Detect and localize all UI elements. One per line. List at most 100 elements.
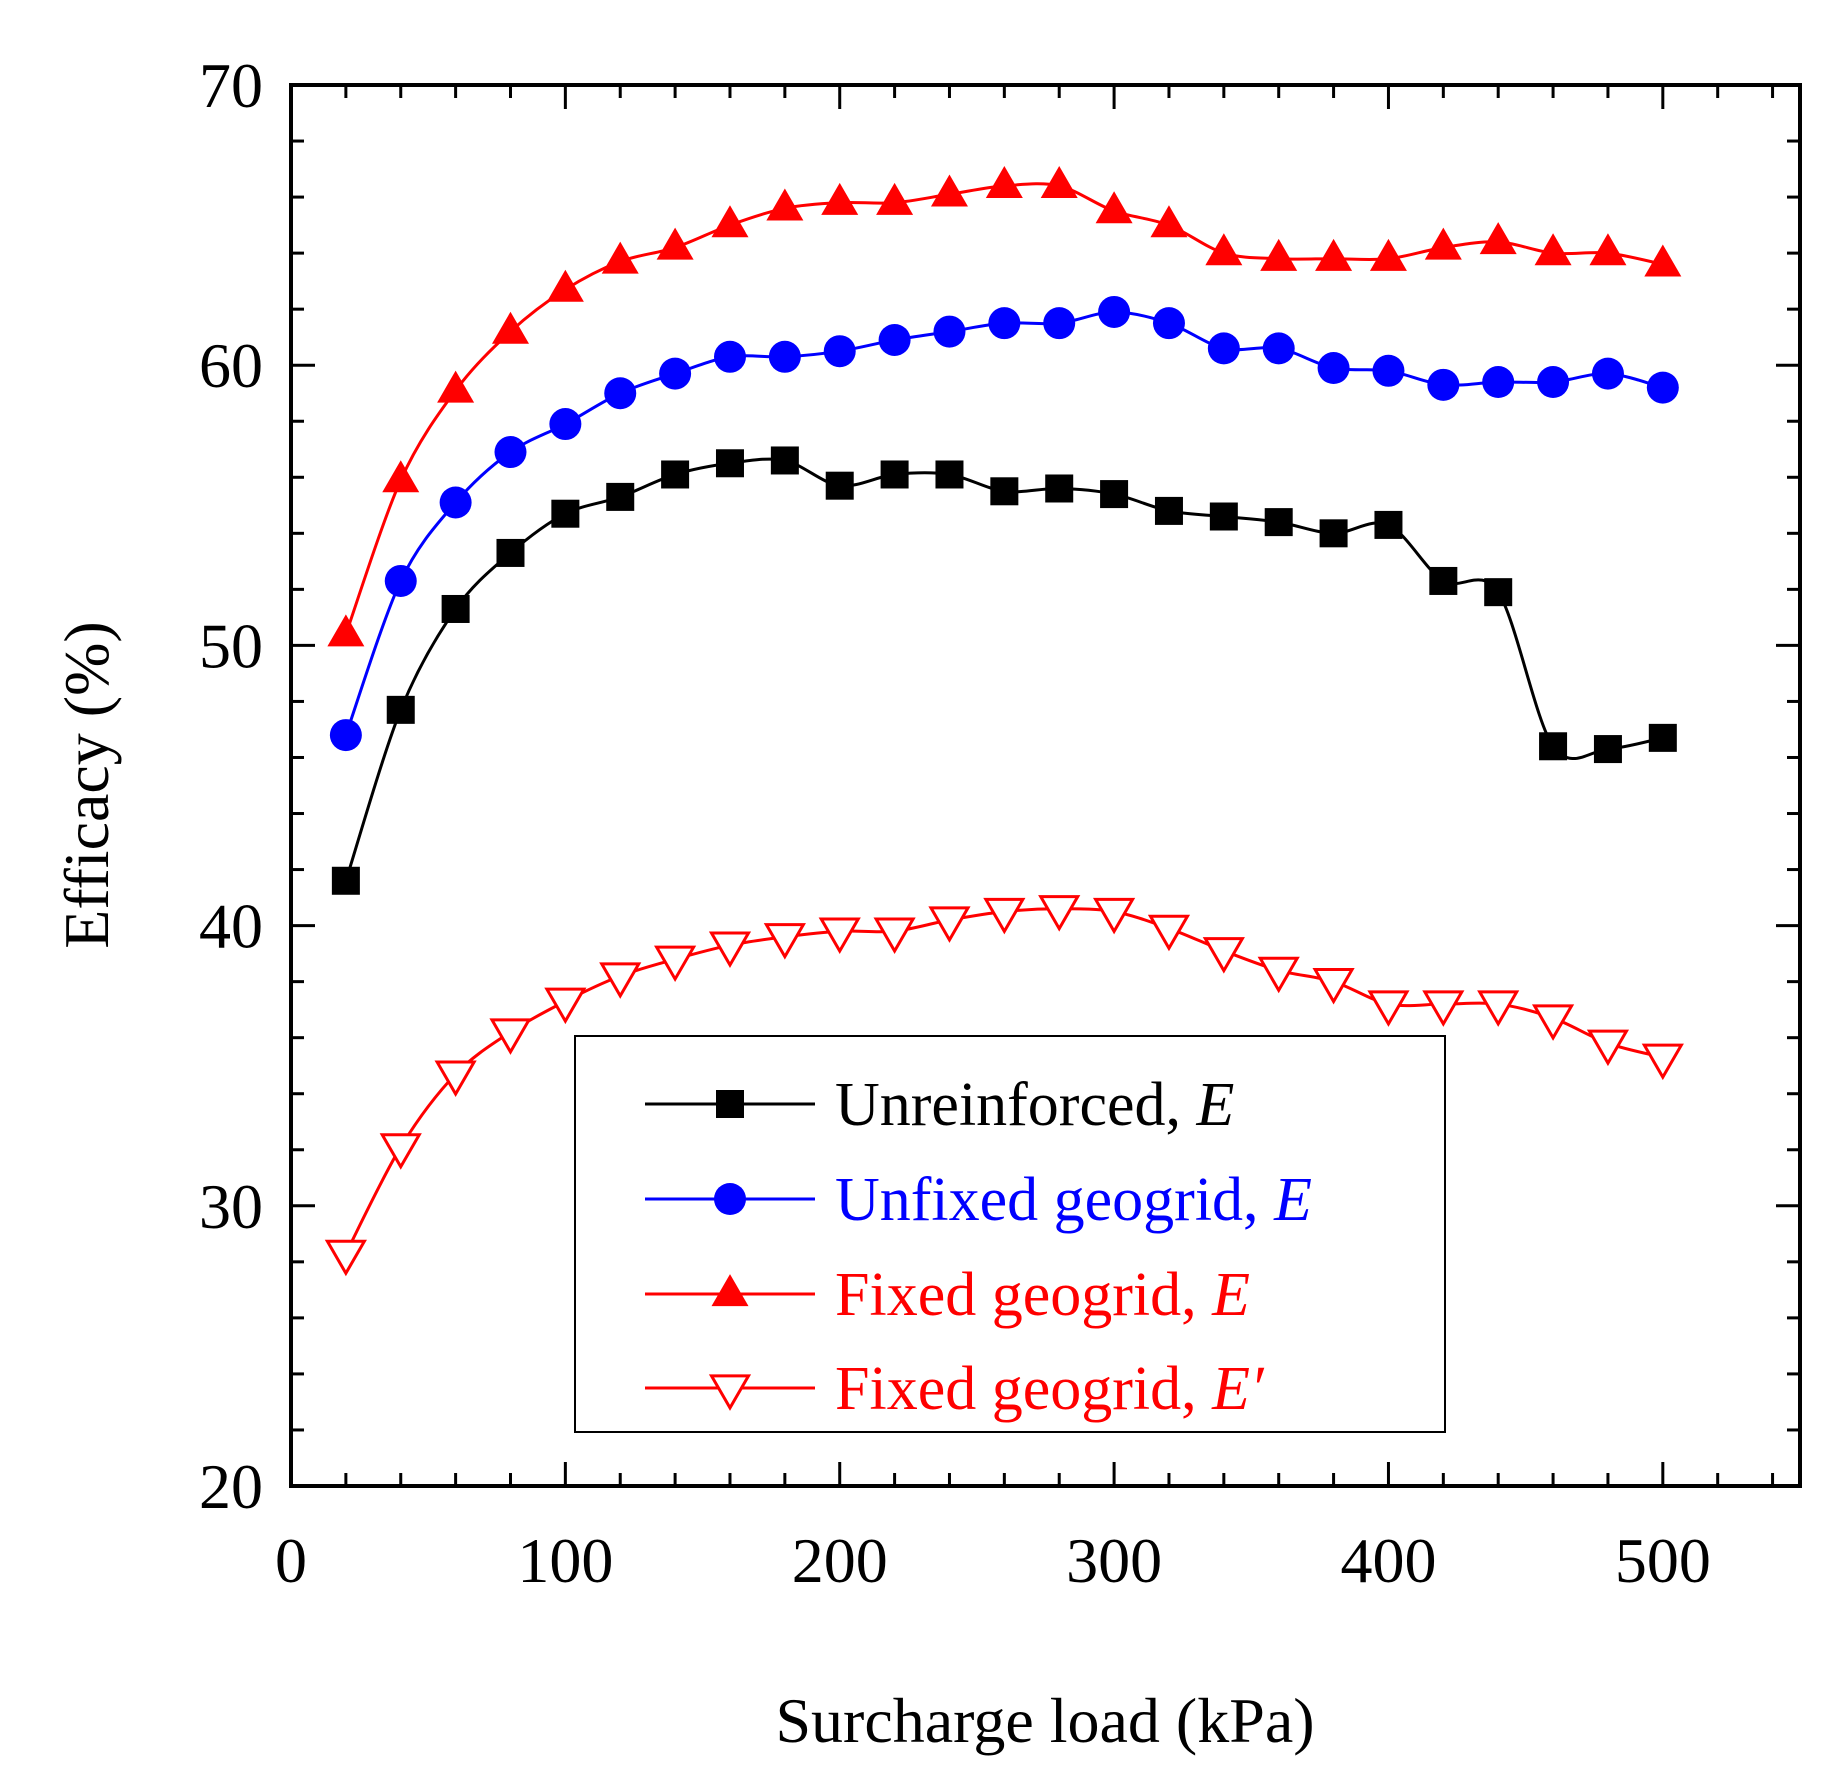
- data-point: [1427, 368, 1460, 401]
- data-point: [1367, 990, 1410, 1027]
- y-tick-label: 70: [199, 50, 263, 121]
- data-point: [439, 486, 472, 519]
- data-point: [1648, 723, 1677, 752]
- data-point: [1152, 307, 1185, 340]
- y-axis-title: Efficacy (%): [51, 621, 122, 949]
- data-point: [1315, 238, 1353, 271]
- data-point: [659, 357, 692, 390]
- x-tick-label: 100: [517, 1525, 613, 1596]
- legend-marker: [708, 1374, 752, 1411]
- data-point: [1539, 732, 1568, 761]
- x-tick-label: 200: [792, 1525, 888, 1596]
- data-point: [329, 719, 362, 752]
- data-point: [489, 1018, 532, 1055]
- data-point: [818, 917, 861, 955]
- data-point: [1098, 295, 1131, 328]
- y-tick-label: 30: [199, 1171, 263, 1242]
- data-point: [656, 227, 694, 260]
- data-point: [1040, 166, 1078, 199]
- legend-label: Fixed geogrid, E′: [835, 1355, 1265, 1423]
- series-3: [324, 895, 1684, 1277]
- data-point: [1534, 233, 1572, 266]
- data-point: [654, 945, 697, 983]
- data-point: [873, 917, 916, 955]
- data-point: [1479, 222, 1517, 255]
- data-point: [935, 460, 964, 489]
- y-tick-label: 60: [199, 330, 263, 401]
- legend-marker: [714, 1183, 746, 1215]
- data-point: [1429, 566, 1458, 595]
- data-point: [441, 594, 470, 623]
- series-0: [331, 446, 1677, 895]
- series-layer: [324, 166, 1684, 1277]
- data-point: [331, 866, 360, 895]
- data-point: [928, 906, 971, 943]
- data-point: [496, 538, 525, 567]
- data-point: [1038, 895, 1081, 932]
- data-point: [770, 446, 799, 475]
- data-point: [985, 166, 1023, 199]
- data-point: [1205, 233, 1243, 266]
- data-point: [491, 311, 529, 344]
- data-point: [930, 174, 968, 207]
- data-point: [933, 315, 966, 348]
- data-point: [983, 897, 1026, 935]
- x-tick-label: 500: [1615, 1525, 1711, 1596]
- data-point: [1537, 366, 1570, 399]
- y-tick-label: 40: [199, 891, 263, 962]
- data-point: [544, 987, 587, 1025]
- data-point: [1484, 578, 1513, 607]
- y-tick-labels: 20 30 40 50 60 70: [199, 50, 263, 1522]
- data-point: [1477, 990, 1520, 1027]
- data-point: [324, 1239, 367, 1277]
- data-point: [601, 241, 639, 274]
- data-point: [606, 482, 635, 511]
- legend-label: Unfixed geogrid, E: [835, 1166, 1312, 1234]
- data-point: [1045, 474, 1074, 503]
- data-point: [546, 269, 584, 302]
- data-point: [1319, 519, 1348, 548]
- legend-entry: Fixed geogrid, E: [645, 1261, 1250, 1329]
- data-point: [708, 931, 752, 969]
- legend-label-variable: E: [1196, 1071, 1235, 1139]
- minor-ticks: [291, 85, 1800, 1486]
- legend-label: Fixed geogrid, E: [835, 1261, 1250, 1329]
- data-point: [766, 188, 804, 221]
- data-point: [715, 449, 744, 478]
- data-point: [1317, 352, 1350, 385]
- data-point: [823, 335, 856, 368]
- data-point: [711, 205, 749, 238]
- legend-label-main: Fixed geogrid,: [835, 1355, 1212, 1423]
- legend-label-main: Unreinforced,: [835, 1071, 1197, 1139]
- data-point: [878, 323, 911, 356]
- legend-entry: Unfixed geogrid, E: [645, 1166, 1312, 1234]
- data-point: [1147, 914, 1191, 952]
- data-point: [1424, 227, 1462, 260]
- data-point: [1482, 366, 1515, 399]
- data-point: [382, 460, 420, 493]
- data-point: [1641, 1043, 1684, 1081]
- legend-marker: [711, 1274, 749, 1307]
- data-point: [988, 307, 1021, 340]
- data-point: [876, 182, 914, 215]
- legend-entry: Unreinforced, E: [645, 1071, 1234, 1139]
- data-point: [437, 370, 475, 403]
- data-point: [551, 499, 580, 528]
- data-point: [1260, 238, 1298, 271]
- series-1: [329, 295, 1679, 752]
- x-tick-label: 0: [275, 1525, 307, 1596]
- data-point: [1209, 502, 1238, 531]
- data-point: [990, 477, 1019, 506]
- data-point: [1100, 480, 1129, 509]
- data-point: [1589, 233, 1627, 266]
- legend-entry: Fixed geogrid, E′: [645, 1355, 1265, 1423]
- data-point: [1264, 508, 1293, 537]
- legend-label-variable: E: [1273, 1166, 1312, 1234]
- x-tick-label: 300: [1066, 1525, 1162, 1596]
- data-point: [1422, 990, 1465, 1027]
- data-point: [1369, 238, 1407, 271]
- data-point: [825, 471, 854, 500]
